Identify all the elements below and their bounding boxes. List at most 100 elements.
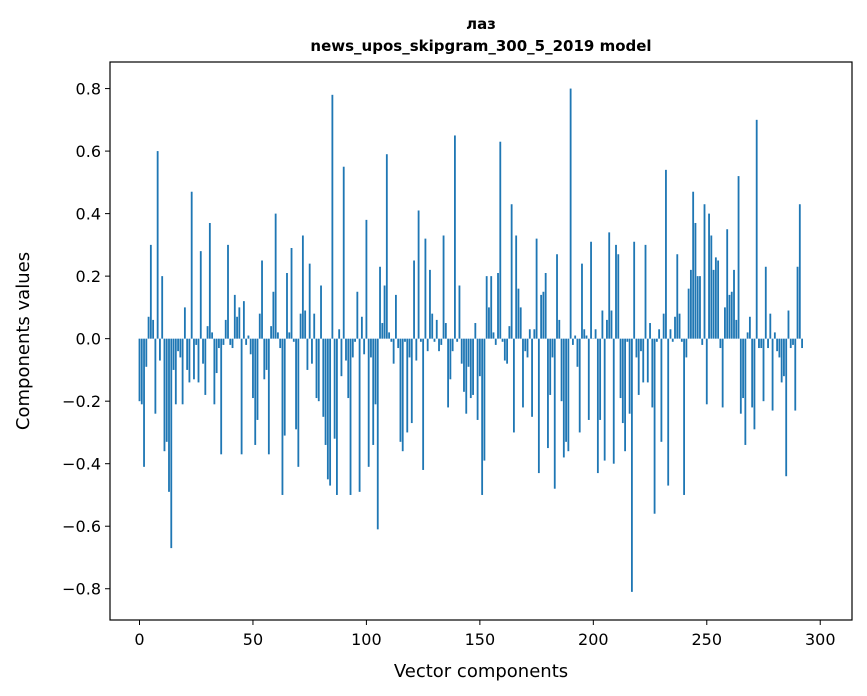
bar-89 [340, 338, 343, 377]
bar-130 [433, 338, 436, 342]
bar-25 [195, 338, 198, 345]
bar-63 [281, 338, 284, 495]
bar-231 [662, 313, 665, 339]
bar-20 [183, 307, 186, 339]
bar-86 [333, 338, 336, 439]
bar-230 [660, 338, 663, 442]
bar-73 [304, 310, 307, 339]
x-tick-label: 100 [351, 630, 382, 649]
bar-28 [202, 338, 204, 364]
bar-36 [220, 338, 223, 455]
bar-290 [796, 266, 799, 339]
bar-111 [390, 338, 393, 342]
bar-218 [633, 241, 636, 339]
bar-138 [451, 338, 454, 352]
bar-234 [669, 329, 672, 339]
bar-246 [696, 276, 699, 339]
bar-245 [694, 222, 697, 339]
bar-143 [463, 338, 465, 392]
bar-37 [222, 338, 225, 345]
bar-206 [606, 319, 608, 339]
x-tick-label: 200 [578, 630, 609, 649]
bar-149 [476, 338, 479, 420]
bar-101 [367, 338, 370, 467]
bar-67 [290, 248, 293, 339]
bar-249 [703, 204, 706, 339]
bar-126 [424, 238, 427, 339]
bar-201 [594, 329, 597, 339]
bar-72 [301, 235, 304, 339]
bar-78 [315, 338, 318, 399]
bar-168 [519, 307, 522, 339]
bar-14 [170, 338, 173, 549]
bar-137 [449, 338, 452, 380]
bar-16 [174, 338, 177, 405]
bar-258 [724, 307, 726, 339]
bar-256 [719, 338, 722, 349]
bar-176 [537, 338, 540, 474]
bar-205 [603, 338, 606, 461]
bar-225 [649, 323, 651, 339]
bar-43 [236, 316, 238, 339]
plot-frame [109, 61, 853, 621]
bar-84 [329, 338, 332, 486]
bar-65 [286, 273, 288, 339]
bar-93 [349, 338, 352, 495]
bar-154 [488, 307, 490, 339]
bar-214 [624, 338, 626, 452]
bar-215 [626, 338, 629, 342]
bar-13 [168, 338, 170, 492]
bar-266 [742, 338, 744, 399]
bar-219 [635, 338, 638, 358]
bar-87 [336, 338, 338, 495]
bar-133 [440, 338, 443, 345]
bar-263 [735, 319, 738, 339]
bar-40 [229, 338, 232, 345]
bar-118 [406, 338, 409, 433]
bar-170 [524, 338, 527, 352]
bar-279 [771, 338, 774, 411]
bar-113 [395, 294, 397, 339]
bar-98 [360, 316, 363, 339]
y-tick-label: 0.8 [76, 80, 101, 99]
bar-162 [506, 338, 509, 364]
bar-284 [783, 338, 785, 377]
bar-262 [733, 269, 735, 339]
bar-175 [535, 238, 538, 339]
bar-23 [190, 191, 193, 339]
bar-97 [358, 338, 361, 492]
bar-56 [265, 338, 268, 370]
bar-104 [374, 338, 377, 405]
bar-158 [497, 273, 499, 339]
bar-212 [619, 338, 622, 399]
bar-41 [231, 338, 234, 349]
bar-131 [435, 319, 438, 339]
y-tick-label: −0.2 [62, 392, 101, 411]
bar-114 [397, 338, 400, 349]
bar-17 [177, 338, 179, 352]
bar-196 [583, 329, 586, 339]
bar-54 [261, 260, 263, 339]
bar-210 [615, 244, 617, 339]
y-tick-label: 0.2 [76, 267, 101, 286]
bar-241 [685, 338, 688, 358]
bar-173 [531, 338, 533, 417]
bar-186 [560, 338, 563, 402]
bar-52 [256, 338, 259, 420]
bar-267 [744, 338, 747, 445]
bar-112 [392, 338, 395, 364]
bar-77 [313, 313, 316, 339]
bar-160 [501, 338, 504, 342]
bar-199 [590, 241, 592, 339]
y-axis-label: Components values [13, 252, 34, 430]
bar-240 [683, 338, 685, 495]
bar-7 [154, 338, 157, 414]
bar-69 [295, 338, 297, 430]
bar-167 [517, 288, 520, 339]
bar-227 [653, 338, 656, 514]
bar-236 [674, 316, 676, 339]
bar-179 [544, 273, 547, 339]
bar-271 [753, 338, 756, 430]
bar-6 [152, 319, 155, 339]
bar-184 [556, 254, 558, 339]
